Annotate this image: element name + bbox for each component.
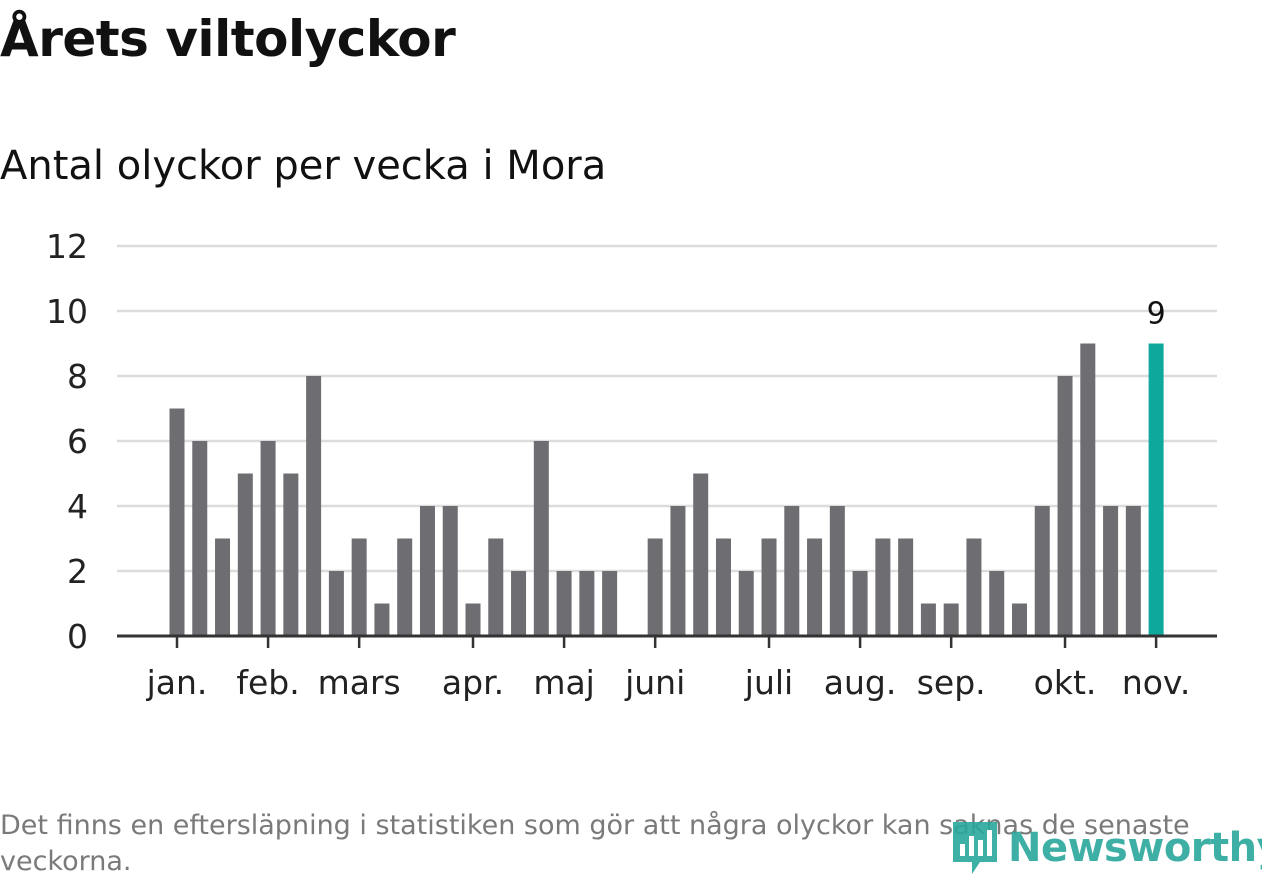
bar [192,441,208,636]
x-tick-label: aug. [824,663,897,702]
bar [670,506,686,636]
bar [1103,506,1119,636]
x-tick-label: nov. [1122,663,1191,702]
chart-subtitle: Antal olyckor per vecka i Mora [0,143,607,189]
y-tick-label: 4 [67,487,88,526]
y-tick-label: 2 [67,552,88,591]
bar [556,571,572,636]
bar [715,538,731,636]
bar [260,441,276,636]
x-axis [117,634,1217,648]
chart-title: Årets viltolyckor [0,10,456,68]
bar [465,603,481,636]
bar [328,571,344,636]
logo-text: Newsworthy [1008,825,1262,871]
bar [920,603,936,636]
newsworthy-logo: Newsworthy [950,818,1262,878]
bar [374,603,390,636]
bar [898,538,914,636]
bars [169,343,1164,636]
y-tick-label: 8 [67,357,88,396]
bar [488,538,504,636]
bar [442,506,458,636]
bar [1080,343,1096,636]
bar [989,571,1005,636]
bar [761,538,777,636]
y-tick-label: 10 [46,292,88,331]
bar [511,571,527,636]
y-tick-label: 12 [46,227,88,266]
y-axis-labels: 0 2 4 6 8 10 12 [46,227,88,656]
bar [693,473,709,636]
y-tick-label: 6 [67,422,88,461]
bar [306,376,322,636]
bar [1011,603,1027,636]
x-axis-labels: jan. feb. mars apr. maj juni juli aug. sep. okt. n… [146,663,1191,702]
gridlines [117,244,1217,573]
annotations: 9 [1147,297,1166,332]
bar [784,506,800,636]
bar [169,408,185,636]
x-tick-label: jan. [146,663,208,702]
x-tick-label: sep. [917,663,986,702]
x-tick-label: maj [533,663,595,702]
bar [215,538,231,636]
y-tick-label: 0 [67,617,88,656]
bar [1034,506,1050,636]
bar [852,571,868,636]
bar [237,473,253,636]
x-tick-label: feb. [236,663,299,702]
bar [807,538,823,636]
x-tick-label: juni [624,663,685,702]
logo-icon [953,822,997,874]
bar [829,506,845,636]
bar [647,538,663,636]
bar [1057,376,1073,636]
bar [966,538,982,636]
bar-highlight [1148,343,1164,636]
bar [579,571,595,636]
bar [419,506,435,636]
x-tick-label: juli [744,663,793,702]
x-tick-label: okt. [1034,663,1097,702]
bar [875,538,891,636]
bar [283,473,299,636]
bar [397,538,413,636]
bar [738,571,754,636]
bar-chart: 0 2 4 6 8 10 12 jan. feb. mars apr. maj juni juli aug… [46,227,1217,702]
x-tick-label: mars [318,663,401,702]
bar [351,538,367,636]
x-tick-label: apr. [442,663,504,702]
highlight-value-label: 9 [1147,297,1166,332]
bar [602,571,618,636]
bar [1125,506,1141,636]
bar [533,441,549,636]
bar [943,603,959,636]
